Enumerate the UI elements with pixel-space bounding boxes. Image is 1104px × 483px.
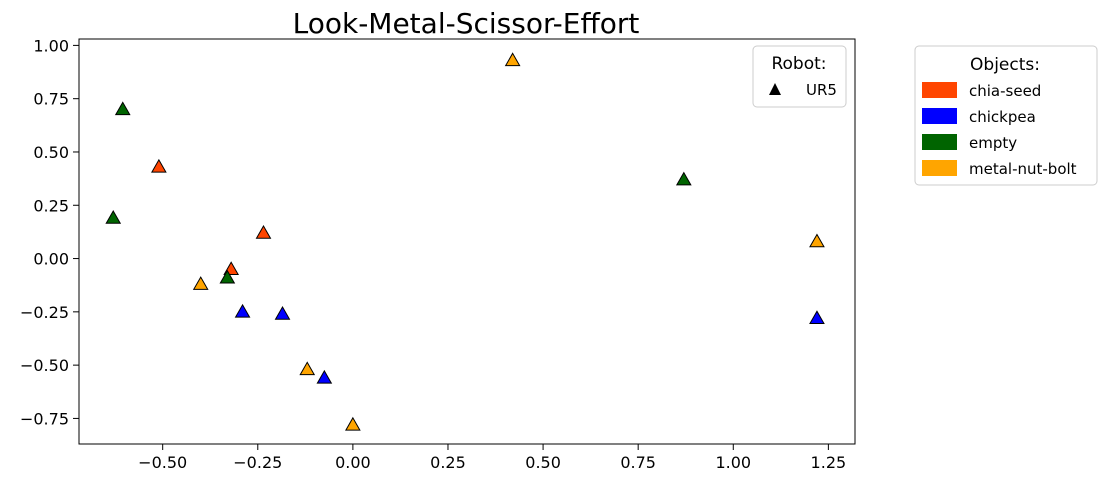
point-chia-seed: [255, 224, 272, 239]
point-empty: [675, 171, 692, 186]
point-chickpea: [809, 310, 825, 324]
legend-swatch-metal-nut-bolt: [922, 160, 957, 176]
data-points: [105, 52, 825, 431]
point-chickpea: [234, 303, 251, 318]
x-tick-label: 1.25: [811, 453, 847, 472]
point-empty: [219, 269, 236, 284]
objects-legend-frame: [914, 45, 1098, 186]
y-tick-label: 0.00: [33, 250, 69, 269]
plot-area: [78, 38, 856, 445]
point-chickpea: [274, 305, 291, 320]
y-tick-label: 1.00: [33, 36, 69, 55]
x-tick-label: 0.25: [430, 453, 466, 472]
legend-label-metal-nut-bolt: metal-nut-bolt: [969, 160, 1077, 178]
point-chickpea: [316, 369, 333, 384]
x-tick-label: 1.00: [715, 453, 751, 472]
legend-swatch-chickpea: [922, 108, 957, 124]
legend-label-empty: empty: [969, 134, 1017, 152]
point-metal-nut-bolt: [345, 416, 361, 431]
point-metal-nut-bolt: [299, 361, 316, 376]
point-empty: [105, 210, 122, 224]
robot-legend-entry-ur5: UR5: [806, 81, 837, 99]
y-tick-label: 0.25: [33, 196, 69, 215]
robot-legend-title: Robot:: [771, 54, 826, 74]
x-tick-label: 0.50: [525, 453, 561, 472]
y-tick-label: −0.75: [20, 409, 69, 428]
chart-title: Look-Metal-Scissor-Effort: [293, 7, 640, 40]
point-metal-nut-bolt: [192, 276, 209, 290]
legend-label-chickpea: chickpea: [969, 108, 1036, 126]
x-axis: −0.50 −0.25 0.00 0.25 0.50 0.75 1.00 1.25: [138, 444, 846, 472]
objects-legend-title: Objects:: [970, 55, 1040, 75]
point-metal-nut-bolt: [504, 52, 521, 67]
objects-legend: Objects: chia-seed chickpea empty metal-nut…: [914, 45, 1098, 186]
x-tick-label: −0.25: [233, 453, 282, 472]
y-tick-label: 0.75: [33, 90, 69, 109]
y-tick-label: −0.25: [20, 303, 69, 322]
y-axis: 1.00 0.75 0.50 0.25 0.00 −0.25 −0.50 −0.75: [20, 36, 79, 428]
legend-swatch-chia-seed: [922, 82, 957, 98]
x-tick-label: 0.75: [620, 453, 656, 472]
legend-label-chia-seed: chia-seed: [969, 82, 1041, 100]
point-empty: [114, 101, 131, 116]
x-tick-label: −0.50: [138, 453, 187, 472]
y-tick-label: −0.50: [20, 356, 69, 375]
triangle-marker-icon: [769, 83, 781, 95]
x-tick-label: 0.00: [335, 453, 371, 472]
point-chia-seed: [151, 158, 167, 173]
y-tick-label: 0.50: [33, 143, 69, 162]
robot-legend: Robot: UR5: [752, 45, 847, 108]
point-metal-nut-bolt: [809, 233, 825, 248]
legend-swatch-empty: [922, 134, 957, 150]
